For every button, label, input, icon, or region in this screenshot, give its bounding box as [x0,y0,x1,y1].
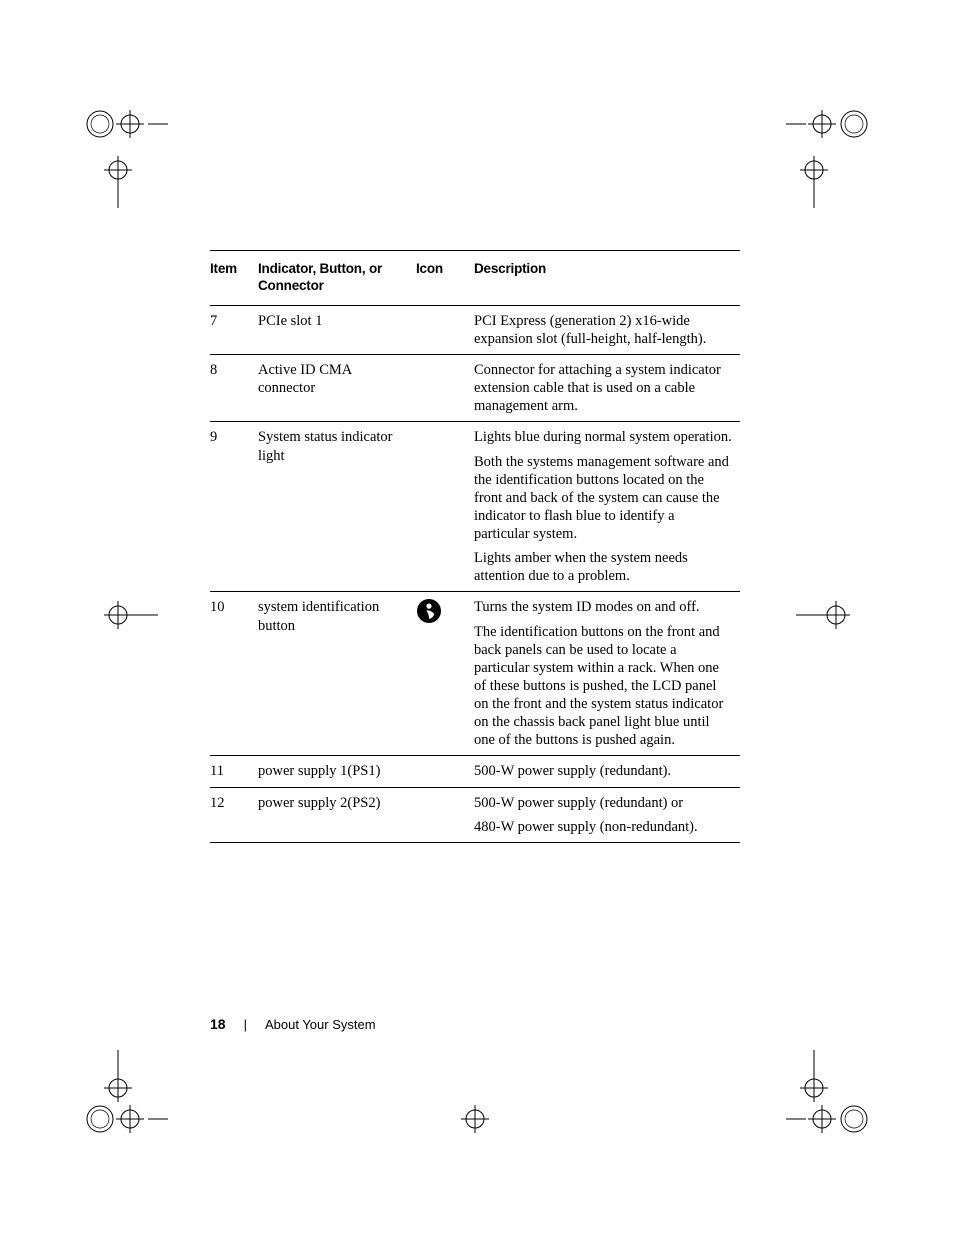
cell-description: 500-W power supply (redundant). [474,756,740,787]
header-indicator: Indicator, Button, or Connector [258,251,416,306]
table-row: 12power supply 2(PS2) 500-W power supply … [210,787,740,842]
registration-mark [774,148,854,208]
table-row: 11power supply 1(PS1) 500-W power supply … [210,756,740,787]
header-item: Item [210,251,258,306]
registration-mark [430,1089,520,1149]
table-header-row: Item Indicator, Button, or Connector Ico… [210,251,740,306]
indicators-table: Item Indicator, Button, or Connector Ico… [210,250,740,843]
cell-indicator: Active ID CMA connector [258,355,416,422]
cell-indicator: System status indicator light [258,422,416,592]
cell-indicator: power supply 2(PS2) [258,787,416,842]
description-paragraph: 500-W power supply (redundant) or [474,794,732,812]
id-icon [416,598,442,624]
registration-mark [78,590,158,640]
cell-indicator: power supply 1(PS1) [258,756,416,787]
registration-mark [796,590,876,640]
description-paragraph: Both the systems management software and… [474,453,732,544]
cell-icon [416,422,474,592]
description-paragraph: The identification buttons on the front … [474,623,732,750]
cell-icon [416,787,474,842]
table-body: 7PCIe slot 1 PCI Express (generation 2) x… [210,305,740,842]
cell-item: 12 [210,787,258,842]
cell-item: 11 [210,756,258,787]
content-area: Item Indicator, Button, or Connector Ico… [210,250,740,843]
description-paragraph: PCI Express (generation 2) x16-wide expa… [474,312,732,348]
description-paragraph: Lights blue during normal system operati… [474,428,732,446]
registration-mark [78,1089,168,1149]
header-description: Description [474,251,740,306]
description-paragraph: 480-W power supply (non-redundant). [474,818,732,836]
cell-item: 10 [210,592,258,756]
cell-description: Connector for attaching a system indicat… [474,355,740,422]
table-row: 8Active ID CMA connector Connector for at… [210,355,740,422]
description-paragraph: Lights amber when the system needs atten… [474,549,732,585]
cell-item: 7 [210,305,258,354]
page-footer: 18 | About Your System [210,1016,376,1032]
cell-description: PCI Express (generation 2) x16-wide expa… [474,305,740,354]
description-paragraph: 500-W power supply (redundant). [474,762,732,780]
cell-description: 500-W power supply (redundant) or 480-W p… [474,787,740,842]
table-row: 7PCIe slot 1 PCI Express (generation 2) x… [210,305,740,354]
cell-indicator: PCIe slot 1 [258,305,416,354]
cell-description: Lights blue during normal system operati… [474,422,740,592]
cell-icon [416,592,474,756]
registration-mark [78,148,158,208]
table-row: 10system identification button Turns the … [210,592,740,756]
description-paragraph: Turns the system ID modes on and off. [474,598,732,616]
cell-icon [416,355,474,422]
cell-description: Turns the system ID modes on and off. The… [474,592,740,756]
registration-mark [786,1089,876,1149]
description-paragraph: Connector for attaching a system indicat… [474,361,732,415]
cell-icon [416,305,474,354]
cell-item: 8 [210,355,258,422]
table-row: 9System status indicator light Lights blu… [210,422,740,592]
cell-icon [416,756,474,787]
footer-divider: | [244,1017,247,1032]
section-title: About Your System [265,1017,376,1032]
cell-indicator: system identification button [258,592,416,756]
page-number: 18 [210,1016,226,1032]
cell-item: 9 [210,422,258,592]
header-icon: Icon [416,251,474,306]
